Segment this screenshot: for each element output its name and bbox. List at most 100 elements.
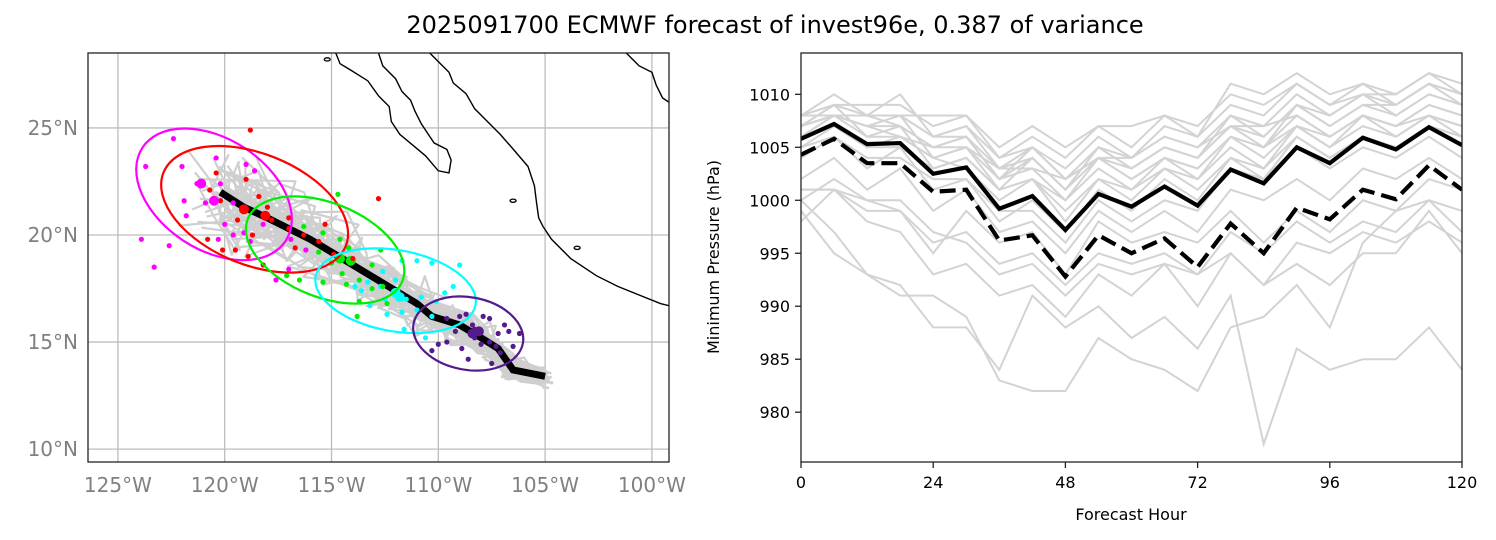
position-point-day2	[401, 326, 407, 332]
mean-position-day5	[209, 195, 220, 206]
member-pressure-line	[801, 188, 1462, 319]
position-point-day1	[506, 328, 512, 334]
map-y-tick-label: 20°N	[28, 223, 78, 247]
position-point-day5	[138, 236, 145, 242]
position-point-day2	[358, 288, 365, 294]
position-point-day4	[205, 236, 211, 242]
member-pressure-line	[801, 177, 1462, 277]
position-point-day1	[480, 313, 486, 319]
map-x-tick-label: 100°W	[618, 473, 686, 497]
position-point-day1	[444, 339, 450, 345]
coastline	[335, 53, 452, 174]
position-point-day1	[435, 341, 441, 347]
position-point-day4	[232, 247, 238, 253]
uncertainty-ellipse-day4	[160, 144, 350, 274]
position-point-day2	[457, 262, 463, 268]
y-tick-label: 985	[759, 350, 790, 369]
position-point-day2	[352, 283, 358, 290]
position-point-day4	[316, 238, 322, 245]
position-point-day3	[339, 270, 345, 277]
map-x-tick-label: 120°W	[191, 473, 259, 497]
position-point-day3	[301, 223, 307, 230]
position-point-day4	[245, 253, 251, 260]
member-pressure-line	[801, 71, 1462, 149]
x-tick-label: 0	[796, 473, 806, 492]
position-point-day5	[183, 213, 189, 219]
position-point-day5	[230, 200, 236, 206]
x-tick-label: 96	[1320, 473, 1340, 492]
position-point-day4	[350, 255, 356, 262]
member-pressure-line	[801, 156, 1462, 255]
position-point-day3	[335, 191, 341, 197]
position-point-day5	[166, 243, 172, 249]
position-point-day4	[217, 198, 224, 204]
position-point-day1	[486, 315, 493, 322]
uncertainty-ellipse-day2	[314, 247, 477, 335]
position-point-day5	[213, 155, 219, 161]
member-pressure-line	[801, 72, 1462, 170]
y-tick-label: 1010	[749, 85, 790, 104]
mean-position-day3	[335, 253, 346, 264]
position-point-day2	[422, 335, 429, 341]
position-point-day5	[151, 264, 157, 270]
member-pressure-line	[801, 199, 1462, 393]
map-x-tick-label: 115°W	[298, 473, 366, 497]
position-point-day1	[459, 345, 465, 352]
x-tick-label: 48	[1055, 473, 1075, 492]
position-point-day2	[392, 277, 399, 283]
mean-position-day4	[260, 210, 271, 221]
ensemble-track	[201, 169, 540, 379]
position-point-day5	[273, 277, 279, 283]
position-point-day1	[465, 356, 471, 362]
position-point-day2	[384, 311, 390, 317]
position-point-day5	[179, 163, 185, 170]
position-point-day2	[365, 279, 371, 285]
pressure-frame	[800, 52, 1463, 463]
figure-title: 2025091700 ECMWF forecast of invest96e, …	[406, 11, 1144, 39]
member-pressure-line	[801, 103, 1462, 202]
island	[509, 198, 517, 204]
position-point-day1	[510, 343, 516, 349]
position-point-day4	[301, 232, 307, 238]
position-point-day3	[369, 262, 375, 268]
position-point-day5	[215, 236, 221, 242]
position-point-day2	[429, 260, 435, 266]
member-pressure-line	[801, 103, 1462, 202]
mean-position-day1	[473, 326, 484, 337]
position-point-day4	[286, 215, 292, 221]
position-point-day2	[414, 258, 420, 264]
position-point-day3	[316, 249, 322, 255]
member-pressure-line	[801, 114, 1462, 213]
island	[573, 245, 581, 251]
position-point-day3	[380, 283, 386, 290]
position-point-day1	[489, 360, 495, 367]
position-point-day2	[403, 296, 409, 302]
x-tick-label: 24	[923, 473, 943, 492]
map-y-tick-label: 15°N	[28, 330, 78, 354]
position-point-day4	[247, 127, 253, 133]
uncertainty-ellipse-day3	[244, 195, 406, 305]
position-point-day3	[384, 300, 390, 307]
position-point-day5	[181, 198, 187, 204]
position-point-day1	[516, 330, 523, 337]
position-point-day1	[457, 313, 463, 319]
position-point-day2	[450, 283, 456, 290]
position-point-day5	[170, 136, 177, 142]
y-axis-label: Minimum Pressure (hPa)	[704, 160, 723, 354]
position-point-day4	[292, 245, 298, 251]
position-point-day1	[469, 322, 476, 328]
position-point-day3	[354, 313, 360, 319]
position-point-day4	[249, 232, 256, 238]
position-point-day1	[501, 322, 508, 328]
position-point-day5	[243, 161, 249, 167]
position-point-day1	[493, 343, 499, 349]
position-point-day1	[444, 315, 450, 322]
position-point-day4	[234, 217, 241, 223]
position-point-day5	[143, 163, 149, 170]
position-point-day5	[222, 221, 228, 227]
position-point-day4	[269, 217, 275, 223]
member-pressure-line	[801, 82, 1462, 181]
pressure-content	[801, 71, 1462, 448]
position-point-day4	[219, 247, 226, 253]
track-map-panel: 125°W 120°W 115°W 110°W 105°W 100°W 10°N 15°N 20…	[28, 52, 686, 497]
